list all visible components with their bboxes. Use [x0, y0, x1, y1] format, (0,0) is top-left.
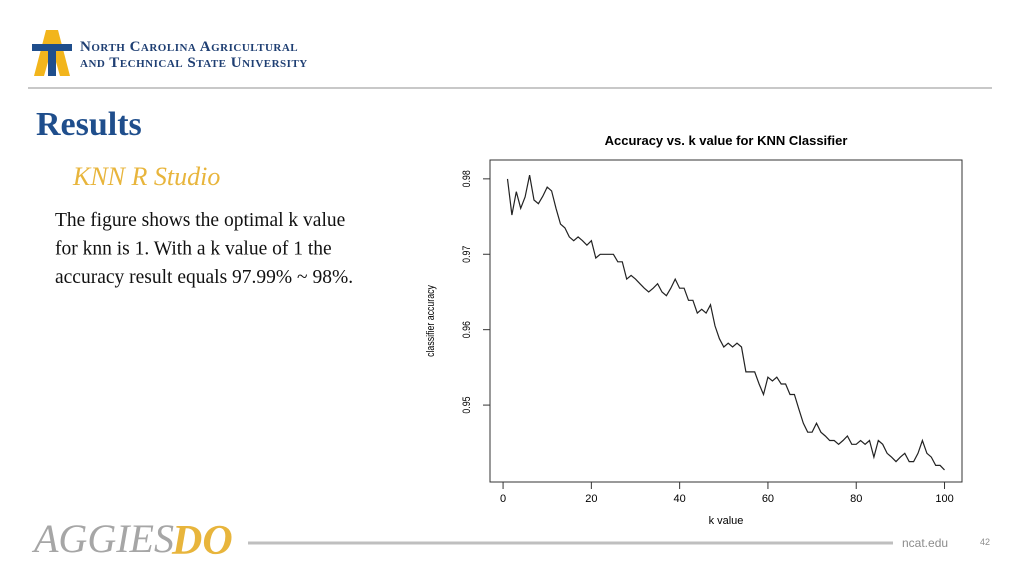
- x-tick-label: 60: [762, 493, 774, 505]
- plot-box: [489, 159, 963, 483]
- footer-site: ncat.edu: [902, 536, 948, 550]
- y-tick-label: 0.98: [461, 170, 473, 188]
- x-tick-label: 40: [674, 493, 686, 505]
- subtitle: KNN R Studio: [72, 162, 220, 191]
- x-tick-label: 100: [935, 493, 953, 505]
- page-number: 42: [980, 537, 990, 547]
- body-text: The figure shows the optimal k value for …: [55, 210, 353, 288]
- accuracy-line: [506, 174, 945, 471]
- chart: Accuracy vs. k value for KNN Classifier k…: [425, 133, 963, 527]
- logo-t: [48, 50, 56, 76]
- body-line: for knn is 1. With a k value of 1 the: [55, 239, 332, 260]
- slide-title: Results: [36, 106, 142, 143]
- brand-left: AGGIES: [31, 516, 174, 561]
- y-tick-label: 0.96: [461, 321, 473, 339]
- x-axis-label: k value: [709, 515, 744, 527]
- logo: [32, 30, 72, 76]
- logo-a: [34, 30, 70, 76]
- logo-bar: [32, 44, 72, 51]
- university-line1: North Carolina Agricultural: [80, 39, 298, 55]
- y-tick-label: 0.97: [461, 245, 473, 263]
- chart-title: Accuracy vs. k value for KNN Classifier: [605, 133, 848, 148]
- x-tick-label: 20: [585, 493, 597, 505]
- y-tick-label: 0.95: [461, 396, 473, 414]
- x-tick-label: 80: [850, 493, 862, 505]
- brand-right: DO: [171, 518, 233, 564]
- university-line2: and Technical State University: [80, 55, 308, 71]
- body-line: The figure shows the optimal k value: [55, 210, 345, 231]
- x-tick-label: 0: [500, 493, 506, 505]
- y-axis-label: classifier accuracy: [425, 285, 437, 357]
- body-line: accuracy result equals 97.99% ~ 98%.: [55, 267, 353, 288]
